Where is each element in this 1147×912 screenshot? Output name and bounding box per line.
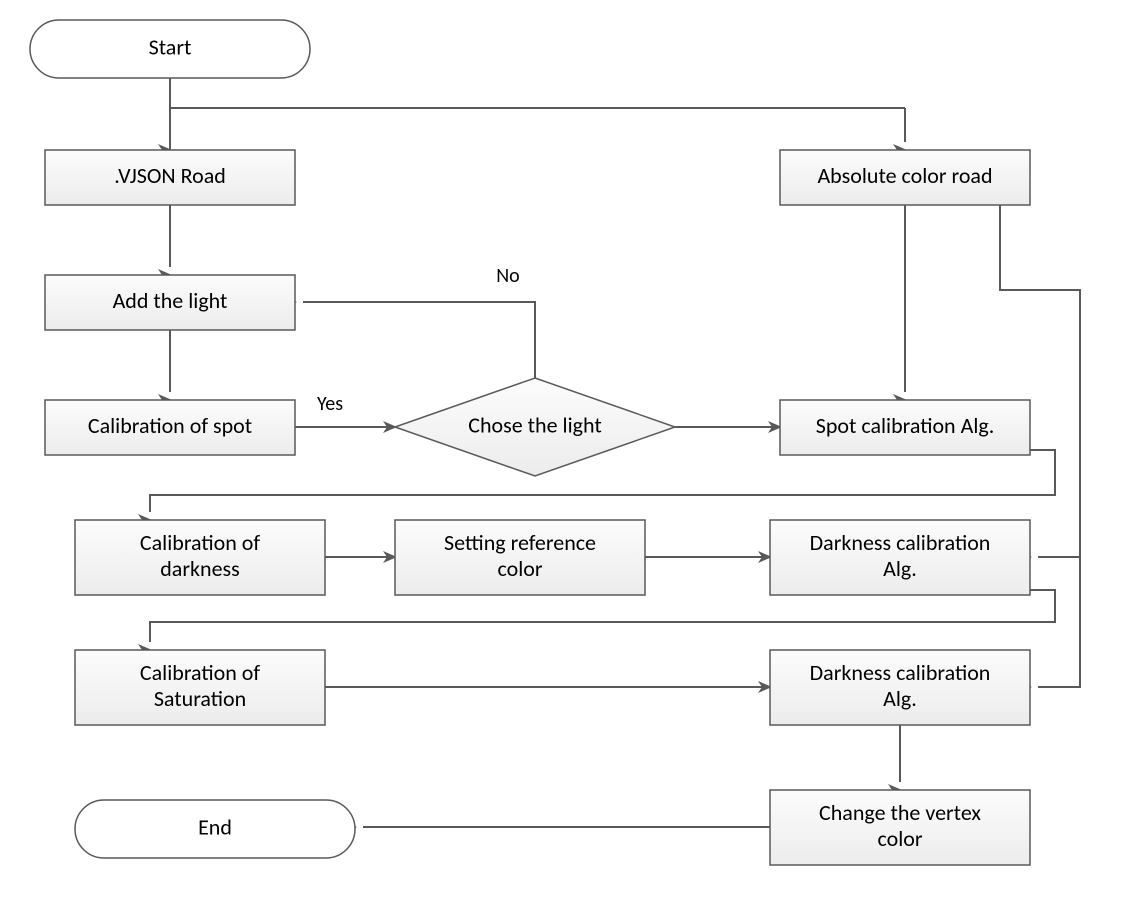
label-end: End — [198, 813, 232, 840]
label-darkalg1-2: Alg. — [883, 555, 917, 582]
label-setref-1: Setting reference — [444, 529, 596, 556]
label-caldark-2: darkness — [160, 555, 239, 582]
label-calsat-1: Calibration of — [140, 659, 260, 686]
label-vjson: .VJSON Road — [114, 162, 226, 189]
label-spotalg: Spot calibration Alg. — [816, 412, 995, 439]
label-caldark-1: Calibration of — [140, 529, 260, 556]
edge — [1000, 205, 1080, 557]
edge — [150, 590, 1055, 642]
label-setref-2: color — [497, 555, 542, 582]
edge — [170, 78, 905, 150]
label-darkalg2-2: Alg. — [883, 685, 917, 712]
edge-label-no: No — [496, 264, 519, 288]
edge — [150, 450, 1055, 512]
label-addlight: Add the light — [113, 287, 228, 314]
label-start: Start — [149, 33, 192, 60]
label-change-2: color — [877, 825, 922, 852]
label-absroad: Absolute color road — [817, 162, 992, 189]
flowchart-canvas: Yes No Start .VJSON Road Absolute color road… — [0, 0, 1147, 912]
label-calsat-2: Saturation — [154, 685, 246, 712]
label-calspot: Calibration of spot — [88, 412, 252, 439]
edge — [303, 302, 535, 378]
label-darkalg2-1: Darkness calibration — [810, 659, 991, 686]
edge-label-yes: Yes — [317, 392, 343, 416]
label-darkalg1-1: Darkness calibration — [810, 529, 991, 556]
label-chose: Chose the light — [468, 411, 601, 438]
label-change-1: Change the vertex — [819, 799, 981, 826]
